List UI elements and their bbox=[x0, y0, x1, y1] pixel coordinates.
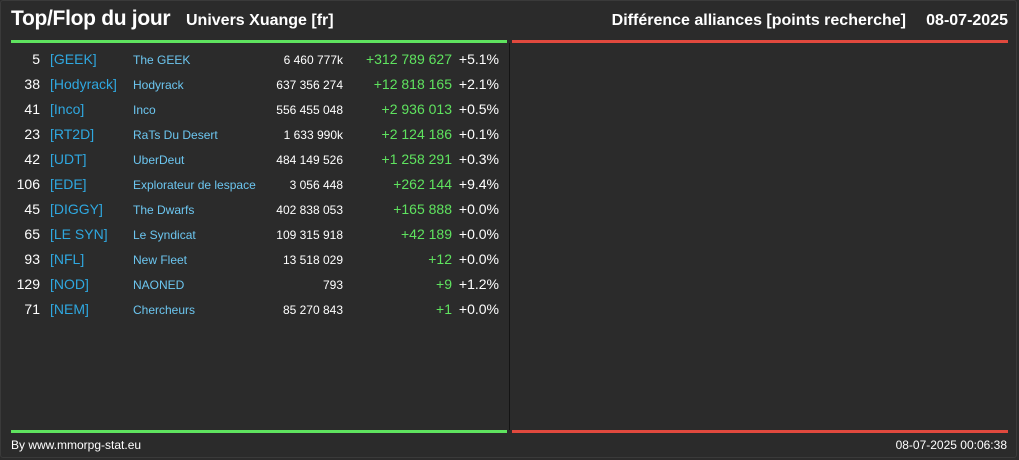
points-difference: +9 bbox=[436, 276, 452, 292]
alliance-name[interactable]: Hodyrack bbox=[133, 78, 184, 92]
flop-section-bar bbox=[512, 40, 1008, 43]
header-date: 08-07-2025 bbox=[926, 12, 1008, 29]
alliance-rank: 93 bbox=[24, 251, 40, 267]
percent-change: +2.1% bbox=[458, 76, 499, 92]
top-section-bottom-bar bbox=[11, 430, 507, 433]
alliance-rank: 65 bbox=[24, 226, 40, 242]
points-difference: +165 888 bbox=[393, 201, 452, 217]
table-row: 129 [NOD] NAONED 793 +9 +1.2% bbox=[0, 273, 509, 298]
percent-change: +1.2% bbox=[458, 276, 499, 292]
alliance-rank: 45 bbox=[24, 201, 40, 217]
table-row: 71 [NEM] Chercheurs 85 270 843 +1 +0.0% bbox=[0, 298, 509, 323]
alliance-name[interactable]: RaTs Du Desert bbox=[133, 128, 218, 142]
alliance-tag[interactable]: [NOD] bbox=[50, 276, 89, 292]
alliance-points: 556 455 048 bbox=[276, 103, 343, 117]
column-divider bbox=[509, 43, 510, 430]
alliance-rank: 42 bbox=[24, 151, 40, 167]
points-difference: +1 bbox=[436, 301, 452, 317]
table-row: 93 [NFL] New Fleet 13 518 029 +12 +0.0% bbox=[0, 248, 509, 273]
alliance-rank: 106 bbox=[16, 176, 40, 192]
top-alliances-list: 5 [GEEK] The GEEK 6 460 777k +312 789 627 +5.… bbox=[0, 48, 509, 323]
alliance-rank: 71 bbox=[24, 301, 40, 317]
alliance-points: 13 518 029 bbox=[282, 253, 343, 267]
points-difference: +2 936 013 bbox=[381, 101, 452, 117]
points-difference: +12 818 165 bbox=[373, 76, 452, 92]
alliance-name[interactable]: Chercheurs bbox=[133, 303, 196, 317]
table-row: 42 [UDT] UberDeut 484 149 526 +1 258 291 +0.3… bbox=[0, 148, 509, 173]
alliance-points: 402 838 053 bbox=[276, 203, 343, 217]
flop-section-bottom-bar bbox=[512, 430, 1008, 433]
header: Top/Flop du jour Univers Xuange [fr] Dif… bbox=[0, 0, 1019, 40]
points-difference: +312 789 627 bbox=[365, 51, 452, 67]
alliance-tag[interactable]: [Hodyrack] bbox=[50, 76, 117, 92]
alliance-tag[interactable]: [NFL] bbox=[50, 251, 85, 267]
table-row: 38 [Hodyrack] Hodyrack 637 356 274 +12 818 1… bbox=[0, 73, 509, 98]
alliance-name[interactable]: Le Syndicat bbox=[133, 228, 196, 242]
source-link[interactable]: By www.mmorpg-stat.eu bbox=[11, 438, 142, 452]
alliance-tag[interactable]: [DIGGY] bbox=[50, 201, 103, 217]
ranking-subject: Différence alliances [points recherche] bbox=[611, 12, 906, 29]
alliance-rank: 129 bbox=[16, 276, 40, 292]
table-row: 45 [DIGGY] The Dwarfs 402 838 053 +165 888 +0… bbox=[0, 198, 509, 223]
alliance-tag[interactable]: [GEEK] bbox=[50, 51, 97, 67]
percent-change: +0.0% bbox=[458, 226, 499, 242]
table-row: 5 [GEEK] The GEEK 6 460 777k +312 789 627 +5.… bbox=[0, 48, 509, 73]
alliance-name[interactable]: NAONED bbox=[133, 278, 185, 292]
points-difference: +42 189 bbox=[401, 226, 452, 242]
points-difference: +12 bbox=[428, 251, 452, 267]
alliance-name[interactable]: Inco bbox=[133, 103, 156, 117]
alliance-points: 1 633 990k bbox=[283, 128, 343, 142]
alliance-points: 3 056 448 bbox=[289, 178, 343, 192]
table-row: 106 [EDE] Explorateur de lespace 3 056 448 +… bbox=[0, 173, 509, 198]
alliance-points: 637 356 274 bbox=[276, 78, 343, 92]
alliance-tag[interactable]: [RT2D] bbox=[50, 126, 95, 142]
footer-timestamp: 08-07-2025 00:06:38 bbox=[895, 438, 1007, 452]
percent-change: +0.3% bbox=[458, 151, 499, 167]
table-row: 23 [RT2D] RaTs Du Desert 1 633 990k +2 124 1… bbox=[0, 123, 509, 148]
percent-change: +0.0% bbox=[458, 201, 499, 217]
points-difference: +1 258 291 bbox=[381, 151, 452, 167]
universe-label: Univers Xuange [fr] bbox=[186, 12, 334, 29]
alliance-name[interactable]: The Dwarfs bbox=[133, 203, 195, 217]
alliance-tag[interactable]: [EDE] bbox=[50, 176, 87, 192]
alliance-tag[interactable]: [UDT] bbox=[50, 151, 87, 167]
alliance-points: 484 149 526 bbox=[276, 153, 343, 167]
alliance-rank: 23 bbox=[24, 126, 40, 142]
percent-change: +0.1% bbox=[458, 126, 499, 142]
percent-change: +0.0% bbox=[458, 301, 499, 317]
alliance-tag[interactable]: [LE SYN] bbox=[50, 226, 108, 242]
alliance-points: 6 460 777k bbox=[283, 53, 343, 67]
alliance-rank: 5 bbox=[32, 51, 40, 67]
table-row: 65 [LE SYN] Le Syndicat 109 315 918 +42 189 +… bbox=[0, 223, 509, 248]
alliance-name[interactable]: Explorateur de lespace bbox=[133, 178, 256, 192]
alliance-rank: 41 bbox=[24, 101, 40, 117]
percent-change: +0.5% bbox=[458, 101, 499, 117]
alliance-name[interactable]: New Fleet bbox=[133, 253, 188, 267]
table-row: 41 [Inco] Inco 556 455 048 +2 936 013 +0.5% bbox=[0, 98, 509, 123]
page-title: Top/Flop du jour bbox=[11, 7, 171, 30]
alliance-name[interactable]: The GEEK bbox=[133, 53, 191, 67]
top-section-bar bbox=[11, 40, 507, 43]
alliance-points: 85 270 843 bbox=[282, 303, 343, 317]
alliance-points: 793 bbox=[322, 278, 343, 292]
alliance-name[interactable]: UberDeut bbox=[133, 153, 185, 167]
alliance-tag[interactable]: [NEM] bbox=[50, 301, 89, 317]
points-difference: +262 144 bbox=[393, 176, 452, 192]
percent-change: +5.1% bbox=[458, 51, 499, 67]
percent-change: +9.4% bbox=[458, 176, 499, 192]
percent-change: +0.0% bbox=[458, 251, 499, 267]
alliance-points: 109 315 918 bbox=[276, 228, 343, 242]
alliance-rank: 38 bbox=[24, 76, 40, 92]
points-difference: +2 124 186 bbox=[381, 126, 452, 142]
alliance-tag[interactable]: [Inco] bbox=[50, 101, 85, 117]
